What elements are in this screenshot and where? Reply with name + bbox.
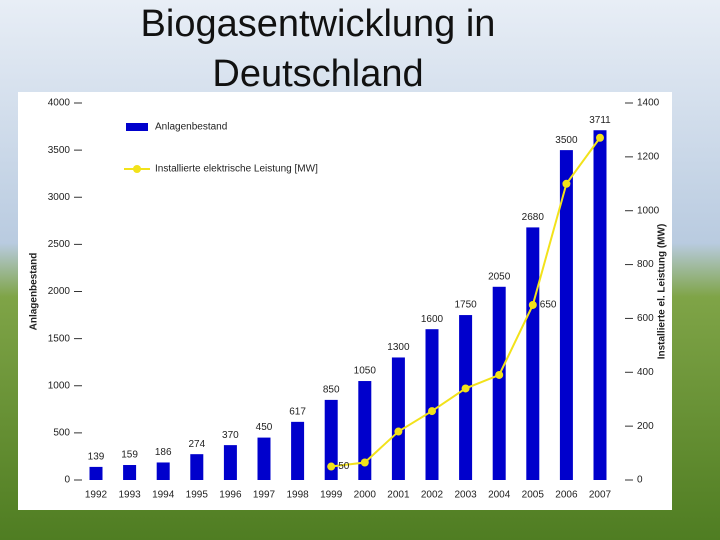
x-tick-label: 2006	[555, 490, 578, 501]
x-tick-label: 2007	[589, 490, 612, 501]
y-tick-label: 0	[64, 475, 70, 486]
bar	[257, 437, 271, 480]
bar-label: 850	[323, 385, 340, 396]
bar-label: 370	[222, 430, 239, 441]
y2-tick-label: 1400	[637, 98, 660, 109]
x-tick-label: 2003	[454, 490, 477, 501]
y2-axis-label: Installierte el. Leistung (MW)	[657, 224, 668, 360]
chart-title: Biogasentwicklung in	[141, 3, 496, 45]
bar-label: 3500	[555, 135, 578, 146]
bar	[492, 286, 506, 480]
bar-label: 1600	[421, 314, 444, 325]
line-point	[562, 179, 571, 188]
y2-tick-label: 600	[637, 313, 654, 324]
y-tick-label: 3500	[48, 145, 71, 156]
bar	[526, 227, 540, 480]
x-tick-label: 1997	[253, 490, 276, 501]
x-tick-label: 2004	[488, 490, 511, 501]
x-tick-label: 2001	[387, 490, 410, 501]
line-point	[461, 384, 470, 393]
chart-title: Deutschland	[212, 53, 423, 95]
y-tick-label: 2500	[48, 239, 71, 250]
bar-label: 159	[121, 450, 138, 461]
x-tick-label: 1999	[320, 490, 343, 501]
y-tick-label: 2000	[48, 286, 71, 297]
bar-label: 1300	[387, 342, 410, 353]
bar	[358, 381, 372, 480]
bar-label: 139	[88, 452, 105, 463]
y-tick-label: 500	[53, 428, 70, 439]
x-tick-label: 1996	[219, 490, 242, 501]
bar-label: 274	[188, 439, 205, 450]
y-axis-label: Anlagenbestand	[29, 253, 40, 331]
bar	[459, 315, 473, 480]
y-tick-label: 1000	[48, 380, 71, 391]
bar-label: 186	[155, 447, 172, 458]
y-tick-label: 1500	[48, 333, 71, 344]
point-label: 50	[338, 461, 350, 472]
y2-tick-label: 0	[637, 475, 643, 486]
y-tick-label: 3000	[48, 192, 71, 203]
line-point	[528, 300, 537, 309]
point-label: 650	[540, 300, 557, 311]
bar-label: 2680	[522, 212, 545, 223]
line-point	[394, 427, 403, 436]
bar	[593, 130, 607, 480]
line-point	[428, 407, 436, 416]
x-tick-label: 1995	[186, 490, 209, 501]
bar-label: 2050	[488, 271, 511, 282]
bar	[324, 399, 338, 480]
x-tick-label: 1998	[286, 490, 309, 501]
bar	[559, 150, 573, 480]
x-tick-label: 1994	[152, 490, 175, 501]
y2-tick-label: 1000	[637, 205, 660, 216]
bar	[190, 454, 204, 480]
x-tick-label: 2002	[421, 490, 444, 501]
legend-label: Anlagenbestand	[155, 122, 227, 133]
y2-tick-label: 800	[637, 259, 654, 270]
x-tick-label: 1992	[85, 490, 108, 501]
x-tick-label: 2005	[522, 490, 545, 501]
y2-tick-label: 1200	[637, 151, 660, 162]
legend-swatch	[133, 165, 141, 173]
plot: 0 500 1000 1500 2000 2500 3000 3500 4000 0 200 400 6…	[29, 98, 668, 501]
y2-tick-label: 200	[637, 421, 654, 432]
bar-label: 1750	[454, 300, 477, 311]
line-point	[495, 370, 504, 379]
line-point	[327, 462, 336, 471]
bar	[425, 329, 439, 480]
bar	[391, 357, 405, 480]
bar	[291, 421, 305, 480]
bar-label: 1050	[354, 366, 377, 377]
bar-label: 617	[289, 406, 306, 417]
chart-panel	[18, 92, 672, 510]
bar	[123, 465, 137, 480]
bar-label: 450	[256, 422, 273, 433]
x-tick-label: 2000	[354, 490, 377, 501]
bar	[156, 462, 170, 480]
line-point	[360, 458, 369, 467]
y2-tick-label: 400	[637, 367, 654, 378]
line-point	[596, 133, 604, 142]
x-tick-label: 1993	[118, 490, 141, 501]
bar	[223, 445, 237, 480]
y-tick-label: 4000	[48, 98, 71, 109]
legend-label: Installierte elektrische Leistung [MW]	[155, 164, 318, 175]
legend-swatch	[126, 123, 148, 131]
bar	[89, 466, 103, 480]
bar-label: 3711	[589, 115, 611, 126]
